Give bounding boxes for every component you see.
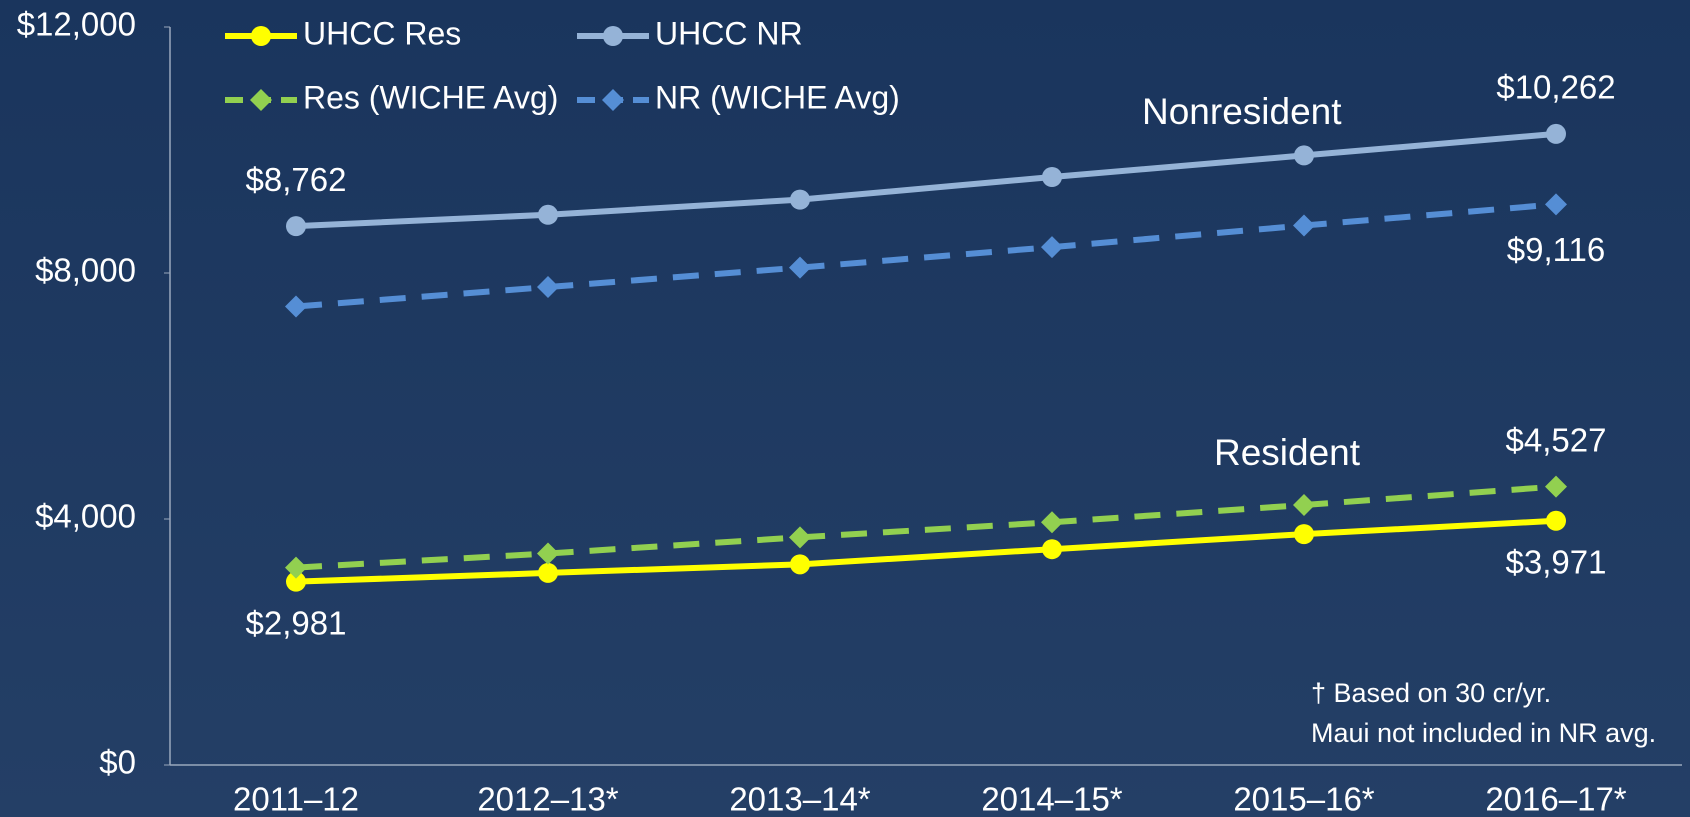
legend-label: NR (WICHE Avg): [655, 79, 900, 115]
data-label: $3,971: [1506, 544, 1607, 581]
marker: [1546, 510, 1566, 531]
y-tick-label: $4,000: [35, 498, 136, 535]
marker: [285, 556, 307, 579]
line: [295, 130, 1557, 230]
data-label: $4,527: [1506, 421, 1607, 458]
y-tick-label: $8,000: [35, 252, 136, 289]
data-label: $2,981: [246, 604, 347, 641]
legend-marker: [602, 89, 624, 111]
x-tick-label: 2013–14*: [729, 781, 870, 817]
marker: [1545, 193, 1567, 216]
marker: [1546, 123, 1566, 144]
annotation: Nonresident: [1142, 91, 1342, 132]
marker: [1293, 493, 1315, 516]
marker: [1041, 511, 1063, 534]
line: [295, 483, 1557, 571]
footnote: † Based on 30 cr/yr.: [1311, 678, 1551, 708]
marker: [1042, 539, 1062, 560]
marker: [286, 216, 306, 237]
marker: [1294, 524, 1314, 545]
data-label: $10,262: [1496, 69, 1615, 106]
data-label: $8,762: [246, 161, 347, 198]
line: [295, 517, 1557, 585]
marker: [1545, 475, 1567, 498]
y-tick-label: $12,000: [17, 6, 136, 43]
marker: [286, 571, 306, 592]
marker: [1293, 214, 1315, 237]
marker: [537, 276, 559, 299]
marker: [790, 554, 810, 575]
x-tick-label: 2014–15*: [981, 781, 1122, 817]
marker: [789, 526, 811, 549]
marker: [537, 542, 559, 565]
legend-label: Res (WICHE Avg): [303, 79, 558, 115]
footnote: Maui not included in NR avg.: [1311, 718, 1656, 748]
x-tick-label: 2016–17*: [1485, 781, 1626, 817]
annotation: Resident: [1214, 432, 1361, 473]
legend-label: UHCC Res: [303, 15, 461, 51]
marker: [285, 295, 307, 318]
line: [295, 201, 1557, 310]
legend-marker: [250, 89, 272, 111]
marker: [1294, 145, 1314, 166]
legend-label: UHCC NR: [655, 15, 803, 51]
data-label: $9,116: [1507, 231, 1605, 268]
marker: [790, 189, 810, 210]
legend-marker: [251, 26, 271, 46]
legend-marker: [603, 26, 623, 46]
marker: [538, 562, 558, 583]
marker: [538, 204, 558, 225]
marker: [1042, 166, 1062, 187]
x-tick-label: 2015–16*: [1233, 781, 1374, 817]
marker: [789, 256, 811, 279]
x-tick-label: 2011–12: [233, 781, 359, 817]
y-tick-label: $0: [99, 744, 136, 781]
x-tick-label: 2012–13*: [477, 781, 618, 817]
marker: [1041, 236, 1063, 259]
